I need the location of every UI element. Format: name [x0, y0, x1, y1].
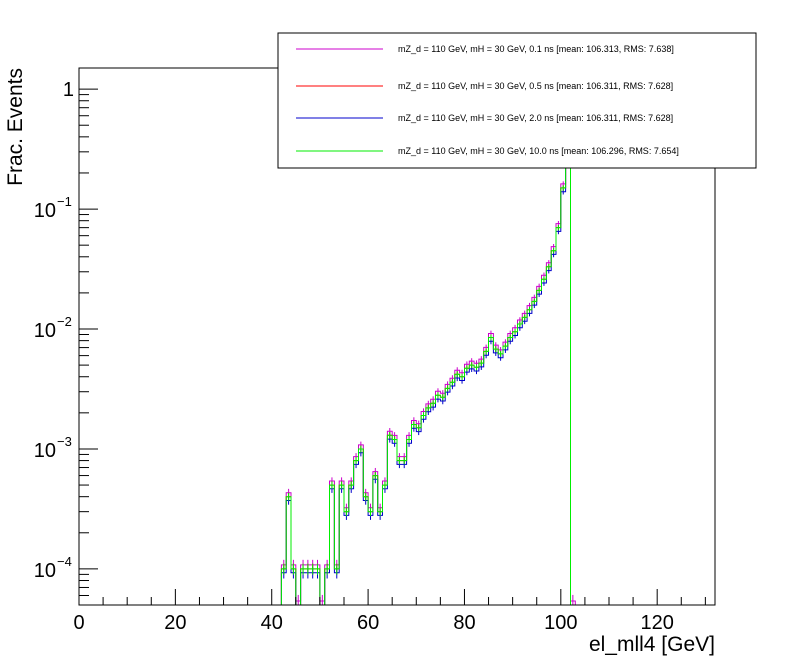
x-axis-title: el_mll4 [GeV] — [589, 633, 715, 656]
x-tick-label: 80 — [453, 612, 475, 634]
y-tick-exponent: −4 — [57, 554, 72, 569]
y-tick-label: 1 — [63, 79, 74, 101]
x-tick-label: 120 — [640, 612, 673, 634]
legend-label: mZ_d = 110 GeV, mH = 30 GeV, 10.0 ns [me… — [398, 146, 679, 156]
y-tick-label: 10 — [34, 440, 56, 462]
legend-label: mZ_d = 110 GeV, mH = 30 GeV, 2.0 ns [mea… — [398, 113, 673, 123]
x-tick-label: 100 — [544, 612, 577, 634]
y-tick-exponent: −3 — [57, 434, 72, 449]
x-tick-label: 0 — [73, 612, 84, 634]
x-axis: 0 20 40 60 80 100 120 — [73, 589, 706, 634]
legend-box — [277, 32, 757, 169]
y-tick-label: 10 — [34, 320, 56, 342]
series-layer — [280, 87, 576, 606]
y-tick-label: 10 — [34, 560, 56, 582]
series-3-histogram — [280, 91, 576, 606]
y-axis-title: Frac. Events — [4, 68, 27, 186]
y-tick-exponent: −1 — [57, 194, 72, 209]
x-tick-label: 40 — [261, 612, 283, 634]
x-tick-label: 20 — [164, 612, 186, 634]
y-axis: 110−110−210−310−4 — [34, 79, 98, 606]
y-tick-exponent: −2 — [57, 314, 72, 329]
legend-label: mZ_d = 110 GeV, mH = 30 GeV, 0.1 ns [mea… — [398, 44, 674, 54]
legend-label: mZ_d = 110 GeV, mH = 30 GeV, 0.5 ns [mea… — [398, 81, 673, 91]
legend: mZ_d = 110 GeV, mH = 30 GeV, 0.1 ns [mea… — [277, 32, 757, 169]
x-tick-label: 60 — [357, 612, 379, 634]
y-tick-label: 10 — [34, 200, 56, 222]
